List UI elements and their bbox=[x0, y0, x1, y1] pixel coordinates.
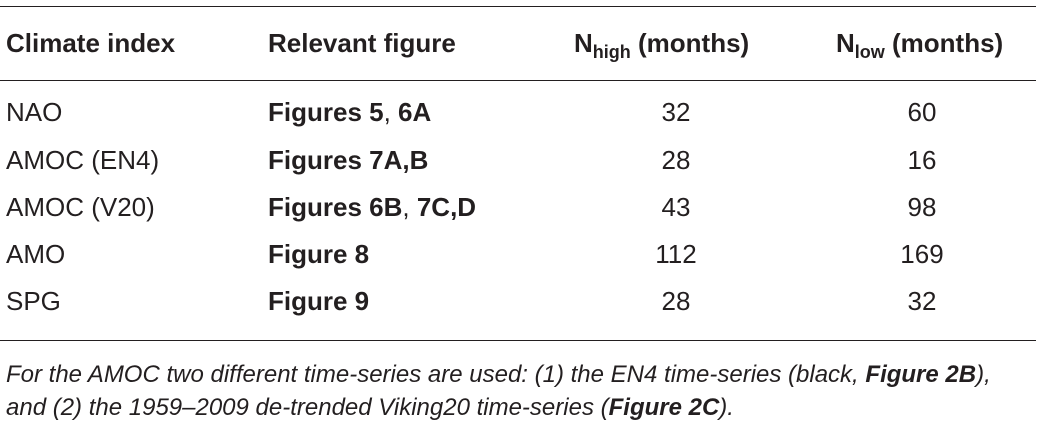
footnote-figure-link[interactable]: Figure 2C bbox=[608, 394, 720, 421]
row-spg-figure: Figure 9 bbox=[268, 286, 369, 316]
row-amo-n-high: 112 bbox=[655, 239, 697, 269]
figure-separator: , bbox=[402, 192, 417, 222]
row-amoc-v20-figure: Figures 6B, 7C,D bbox=[268, 192, 476, 222]
header-n-low-main: N bbox=[836, 28, 855, 58]
row-amo-figure: Figure 8 bbox=[268, 239, 369, 269]
table-footnote: For the AMOC two different time-series a… bbox=[6, 358, 1036, 424]
header-n-low: Nlow (months) bbox=[836, 28, 1004, 61]
footnote-text: For the AMOC two different time-series a… bbox=[6, 361, 866, 388]
header-n-high-main: N bbox=[574, 28, 593, 58]
row-amo-index: AMO bbox=[6, 239, 66, 269]
row-spg-n-low: 32 bbox=[907, 286, 937, 316]
row-amo-n-low: 169 bbox=[900, 239, 944, 269]
row-nao-n-high: 32 bbox=[661, 97, 691, 127]
row-amoc-v20-n-high: 43 bbox=[661, 192, 691, 222]
header-n-high-sub: high bbox=[592, 42, 631, 62]
row-nao-index: NAO bbox=[6, 97, 63, 127]
figure-link[interactable]: Figures 6B bbox=[268, 192, 403, 222]
row-amoc-en4-n-low: 16 bbox=[907, 145, 937, 175]
row-amoc-en4-index: AMOC (EN4) bbox=[6, 145, 160, 175]
row-nao-n-low: 60 bbox=[907, 97, 937, 127]
row-nao-figure: Figures 5, 6A bbox=[268, 97, 431, 127]
table-bottom-rule bbox=[0, 340, 1036, 341]
row-amoc-en4-n-high: 28 bbox=[661, 145, 691, 175]
row-amoc-v20-n-low: 98 bbox=[907, 192, 937, 222]
figure-link[interactable]: Figure 8 bbox=[268, 239, 370, 269]
table-top-rule bbox=[0, 6, 1036, 7]
footnote-figure-link[interactable]: Figure 2B bbox=[865, 361, 977, 388]
figure-link[interactable]: Figures 5 bbox=[268, 97, 384, 127]
footnote-text: ), and (2) the 1959–2009 de-trended Viki… bbox=[6, 361, 991, 421]
table-header-rule bbox=[0, 80, 1036, 81]
figure-separator: , bbox=[383, 97, 399, 127]
figure-link[interactable]: 7C,D bbox=[416, 192, 477, 222]
figure-link[interactable]: 6A bbox=[398, 97, 432, 127]
footnote-text: ). bbox=[719, 394, 734, 421]
header-n-high-unit: (months) bbox=[630, 28, 750, 58]
header-n-low-sub: low bbox=[854, 42, 885, 62]
row-amoc-v20-index: AMOC (V20) bbox=[6, 192, 155, 222]
header-n-high: Nhigh (months) bbox=[574, 28, 750, 61]
header-climate-index: Climate index bbox=[6, 28, 176, 58]
header-relevant-figure: Relevant figure bbox=[268, 28, 456, 58]
figure-link[interactable]: Figure 9 bbox=[268, 286, 370, 316]
row-spg-index: SPG bbox=[6, 286, 61, 316]
row-amoc-en4-figure: Figures 7A,B bbox=[268, 145, 428, 175]
header-n-low-unit: (months) bbox=[884, 28, 1004, 58]
figure-link[interactable]: Figures 7A,B bbox=[268, 145, 429, 175]
row-spg-n-high: 28 bbox=[661, 286, 691, 316]
